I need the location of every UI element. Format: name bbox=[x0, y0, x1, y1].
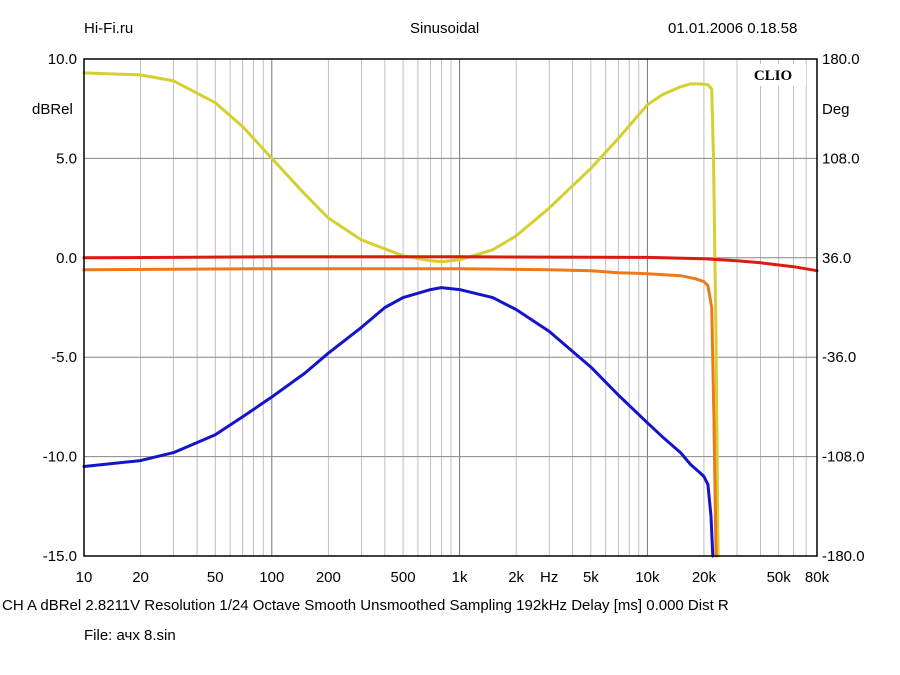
y-right-axis-label: Deg bbox=[822, 101, 850, 118]
x-tick-label: 20 bbox=[132, 569, 149, 586]
plot-frame bbox=[83, 58, 818, 557]
clio-logo: CLIO bbox=[754, 68, 792, 84]
series-line-3 bbox=[82, 267, 718, 558]
series-line-4 bbox=[82, 286, 715, 558]
y-right-tick-label: 36.0 bbox=[822, 250, 851, 267]
x-tick-label: 10 bbox=[76, 569, 93, 586]
x-tick-label: 50k bbox=[767, 569, 792, 586]
plot-area bbox=[84, 59, 817, 556]
x-tick-label: 20k bbox=[692, 569, 717, 586]
header-datetime: 01.01.2006 0.18.58 bbox=[668, 20, 798, 37]
x-tick-label: 200 bbox=[316, 569, 341, 586]
x-tick-label: 500 bbox=[391, 569, 416, 586]
y-right-tick-label: -108.0 bbox=[822, 449, 865, 466]
y-left-tick-label: 5.0 bbox=[56, 150, 77, 167]
measurement-settings: CH A dBRel 2.8211V Resolution 1/24 Octav… bbox=[2, 597, 729, 614]
header-site: Hi-Fi.ru bbox=[84, 20, 134, 37]
x-tick-label: 100 bbox=[259, 569, 284, 586]
y-left-tick-label: 0.0 bbox=[56, 250, 77, 267]
series-line-2 bbox=[82, 255, 819, 273]
y-right-tick-label: 108.0 bbox=[822, 150, 860, 167]
x-tick-label: 80k bbox=[805, 569, 830, 586]
series-line-1 bbox=[82, 71, 720, 558]
clio-logo-bg bbox=[740, 64, 806, 86]
y-left-tick-label: 10.0 bbox=[48, 51, 77, 68]
x-tick-label: 10k bbox=[635, 569, 660, 586]
y-left-tick-label: -15.0 bbox=[43, 548, 77, 565]
grid bbox=[83, 58, 818, 557]
tick-labels: 10 20 50 100 200 500 1k 2k 5k 10k 20k 50k 80k Hz 10.0 5… bbox=[43, 51, 865, 586]
x-tick-label: 50 bbox=[207, 569, 224, 586]
y-left-tick-label: -5.0 bbox=[51, 349, 77, 366]
x-tick-label: 2k bbox=[508, 569, 524, 586]
file-name: File: ачх 8.sin bbox=[84, 627, 176, 644]
y-left-axis-label: dBRel bbox=[32, 101, 73, 118]
y-right-tick-label: -36.0 bbox=[822, 349, 856, 366]
y-right-tick-label: -180.0 bbox=[822, 548, 865, 565]
y-right-tick-label: 180.0 bbox=[822, 51, 860, 68]
x-axis-unit-label: Hz bbox=[540, 569, 558, 586]
header-signal-type: Sinusoidal bbox=[410, 20, 480, 37]
x-tick-label: 1k bbox=[452, 569, 468, 586]
y-left-tick-label: -10.0 bbox=[43, 449, 77, 466]
x-tick-label: 5k bbox=[583, 569, 599, 586]
series-layer bbox=[82, 71, 819, 558]
